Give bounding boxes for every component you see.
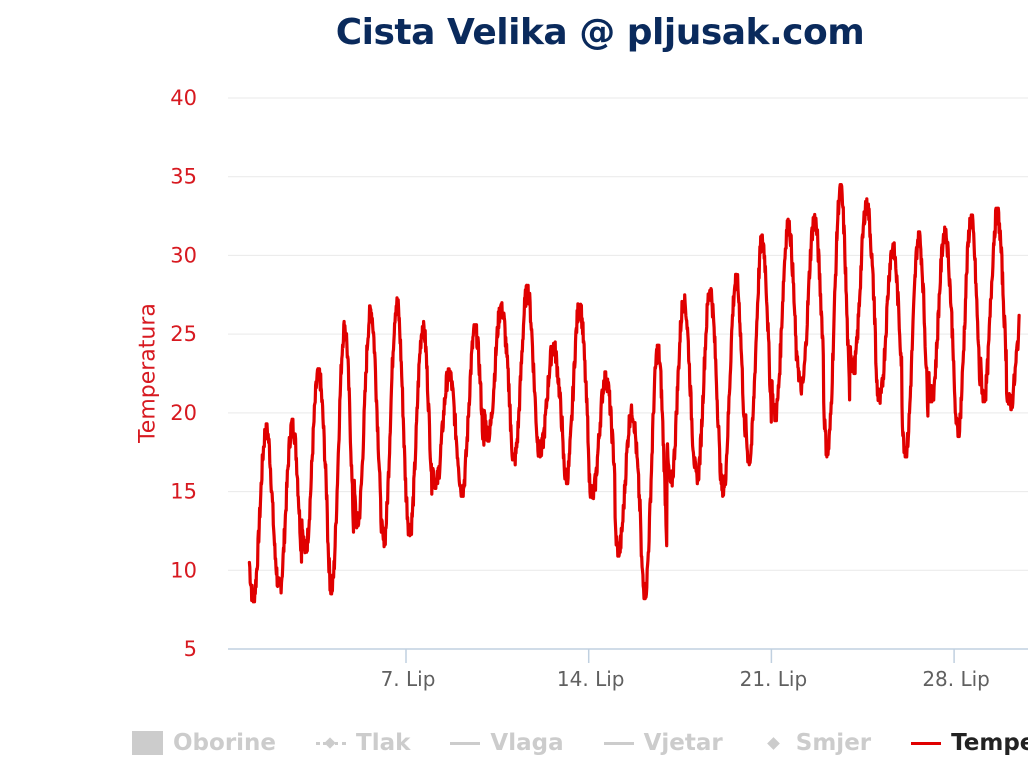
temperature-series-line [247, 183, 1021, 604]
x-tick-label: 28. Lip [922, 667, 990, 691]
x-axis-ticks: 7. Lip 14. Lip 21. Lip 28. Lip [381, 649, 990, 691]
line-legend-icon [450, 741, 481, 745]
legend-label: Vjetar [643, 730, 723, 756]
x-tick-label: 7. Lip [381, 667, 436, 691]
legend-item-temperatura[interactable]: Temperatura [911, 730, 1028, 756]
legend-label: Temperatura [951, 730, 1028, 756]
x-tick-label: 14. Lip [557, 667, 625, 691]
y-tick-label: 30 [170, 243, 197, 267]
diamond-legend-icon [766, 736, 780, 750]
line-legend-icon [603, 741, 634, 745]
series-group [247, 183, 1021, 604]
y-tick-label: 15 [170, 480, 197, 504]
legend-label: Smjer [795, 730, 872, 756]
y-tick-label: 35 [170, 165, 197, 189]
y-tick-label: 25 [170, 322, 197, 346]
legend-item-tlak[interactable]: Tlak [316, 730, 410, 756]
y-tick-label: 20 [170, 401, 197, 425]
legend-item-oborine[interactable]: Oborine [132, 730, 276, 756]
y-tick-label: 10 [170, 558, 197, 582]
y-axis-ticks: 5 10 15 20 25 30 35 40 [170, 86, 197, 661]
legend: Oborine Tlak Vlaga Vjetar Smjer Temperat… [132, 728, 1028, 758]
y-tick-label: 5 [184, 637, 197, 661]
chart-title: Cista Velika @ pljusak.com [335, 12, 865, 53]
line-legend-icon [911, 741, 942, 745]
legend-label: Oborine [173, 730, 277, 756]
x-tick-label: 21. Lip [740, 667, 808, 691]
legend-label: Vlaga [490, 730, 564, 756]
legend-item-vjetar[interactable]: Vjetar [603, 730, 723, 756]
column-legend-icon [132, 731, 163, 755]
y-tick-label: 40 [170, 86, 197, 110]
legend-item-smjer[interactable]: Smjer [763, 730, 871, 756]
legend-label: Tlak [356, 730, 411, 756]
legend-item-vlaga[interactable]: Vlaga [450, 730, 564, 756]
dotted-line-diamond-icon [316, 741, 347, 745]
